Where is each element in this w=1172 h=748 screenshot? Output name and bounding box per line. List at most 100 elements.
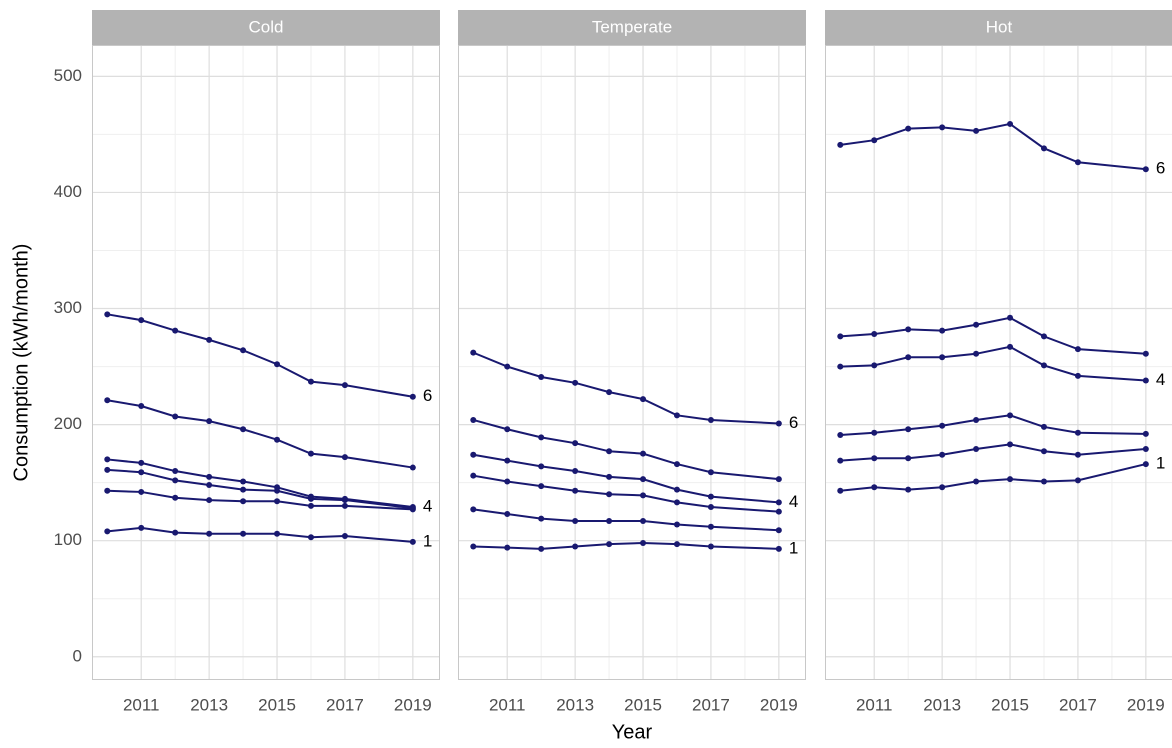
point xyxy=(673,541,680,548)
x-tick-label: 2017 xyxy=(692,695,730,714)
point xyxy=(572,487,579,494)
point xyxy=(470,472,477,479)
point xyxy=(409,538,416,545)
point xyxy=(504,478,511,485)
series-line xyxy=(107,489,413,511)
point xyxy=(640,517,647,524)
x-tick-label: 2015 xyxy=(991,695,1029,714)
point xyxy=(274,498,281,505)
y-tick-label: 500 xyxy=(54,66,82,85)
point xyxy=(673,461,680,468)
point xyxy=(640,476,647,483)
point xyxy=(939,484,946,491)
point xyxy=(538,545,545,552)
x-tick-label: 2013 xyxy=(556,695,594,714)
point xyxy=(538,515,545,522)
point xyxy=(274,436,281,443)
point xyxy=(939,124,946,131)
point xyxy=(307,495,314,502)
y-tick-label: 300 xyxy=(54,298,82,317)
point xyxy=(973,350,980,357)
point xyxy=(939,422,946,429)
x-tick-label: 2019 xyxy=(394,695,432,714)
y-tick-label: 200 xyxy=(54,414,82,433)
point xyxy=(572,440,579,447)
point xyxy=(307,502,314,509)
series-line xyxy=(107,526,413,543)
point xyxy=(871,429,878,436)
point xyxy=(538,483,545,490)
series-line xyxy=(840,443,1146,462)
point xyxy=(939,354,946,361)
point xyxy=(640,450,647,457)
point xyxy=(470,451,477,458)
point xyxy=(1074,477,1081,484)
point xyxy=(640,540,647,547)
point xyxy=(504,457,511,464)
point xyxy=(240,498,247,505)
point xyxy=(1142,350,1149,357)
point xyxy=(707,523,714,530)
point xyxy=(1074,451,1081,458)
point xyxy=(206,481,213,488)
x-tick-label: 2015 xyxy=(624,695,662,714)
point xyxy=(409,506,416,513)
point xyxy=(1074,346,1081,353)
series-label: 6 xyxy=(423,386,432,405)
series-line xyxy=(472,351,779,425)
point xyxy=(775,527,782,534)
point xyxy=(104,456,111,463)
point xyxy=(274,361,281,368)
point xyxy=(538,374,545,381)
point xyxy=(504,510,511,517)
point xyxy=(837,457,844,464)
point xyxy=(973,445,980,452)
point xyxy=(206,418,213,425)
point xyxy=(274,487,281,494)
x-tick-label: 2017 xyxy=(1059,695,1097,714)
y-tick-label: 0 xyxy=(73,646,82,665)
point xyxy=(707,416,714,423)
x-tick-label: 2011 xyxy=(489,695,526,714)
point xyxy=(973,416,980,423)
point xyxy=(307,534,314,541)
point xyxy=(837,141,844,148)
series-line xyxy=(107,458,413,509)
point xyxy=(871,455,878,462)
series-line xyxy=(840,345,1146,382)
series-label: 1 xyxy=(423,531,432,550)
x-axis-label: Year xyxy=(612,721,653,743)
series-line xyxy=(473,474,779,513)
point xyxy=(572,468,579,475)
point xyxy=(871,331,878,338)
point xyxy=(837,363,844,370)
point xyxy=(775,499,782,506)
series-line xyxy=(840,316,1146,355)
point xyxy=(172,413,179,420)
point xyxy=(905,426,912,433)
point xyxy=(1007,120,1014,127)
point xyxy=(905,326,912,333)
point xyxy=(274,530,281,537)
point xyxy=(240,426,247,433)
point xyxy=(341,533,348,540)
point xyxy=(1040,448,1047,455)
point xyxy=(1007,343,1014,350)
point xyxy=(206,530,213,537)
point xyxy=(504,363,511,370)
point xyxy=(606,473,613,480)
point xyxy=(138,524,145,531)
point xyxy=(1142,445,1149,452)
point xyxy=(775,545,782,552)
panel-border xyxy=(458,45,806,680)
point xyxy=(775,420,782,427)
series-line xyxy=(840,122,1146,171)
point xyxy=(837,487,844,494)
point xyxy=(905,486,912,493)
x-tick-label: 2019 xyxy=(760,695,798,714)
series-label: 1 xyxy=(1156,454,1165,473)
point xyxy=(172,477,179,484)
point xyxy=(1007,314,1014,321)
point xyxy=(240,486,247,493)
